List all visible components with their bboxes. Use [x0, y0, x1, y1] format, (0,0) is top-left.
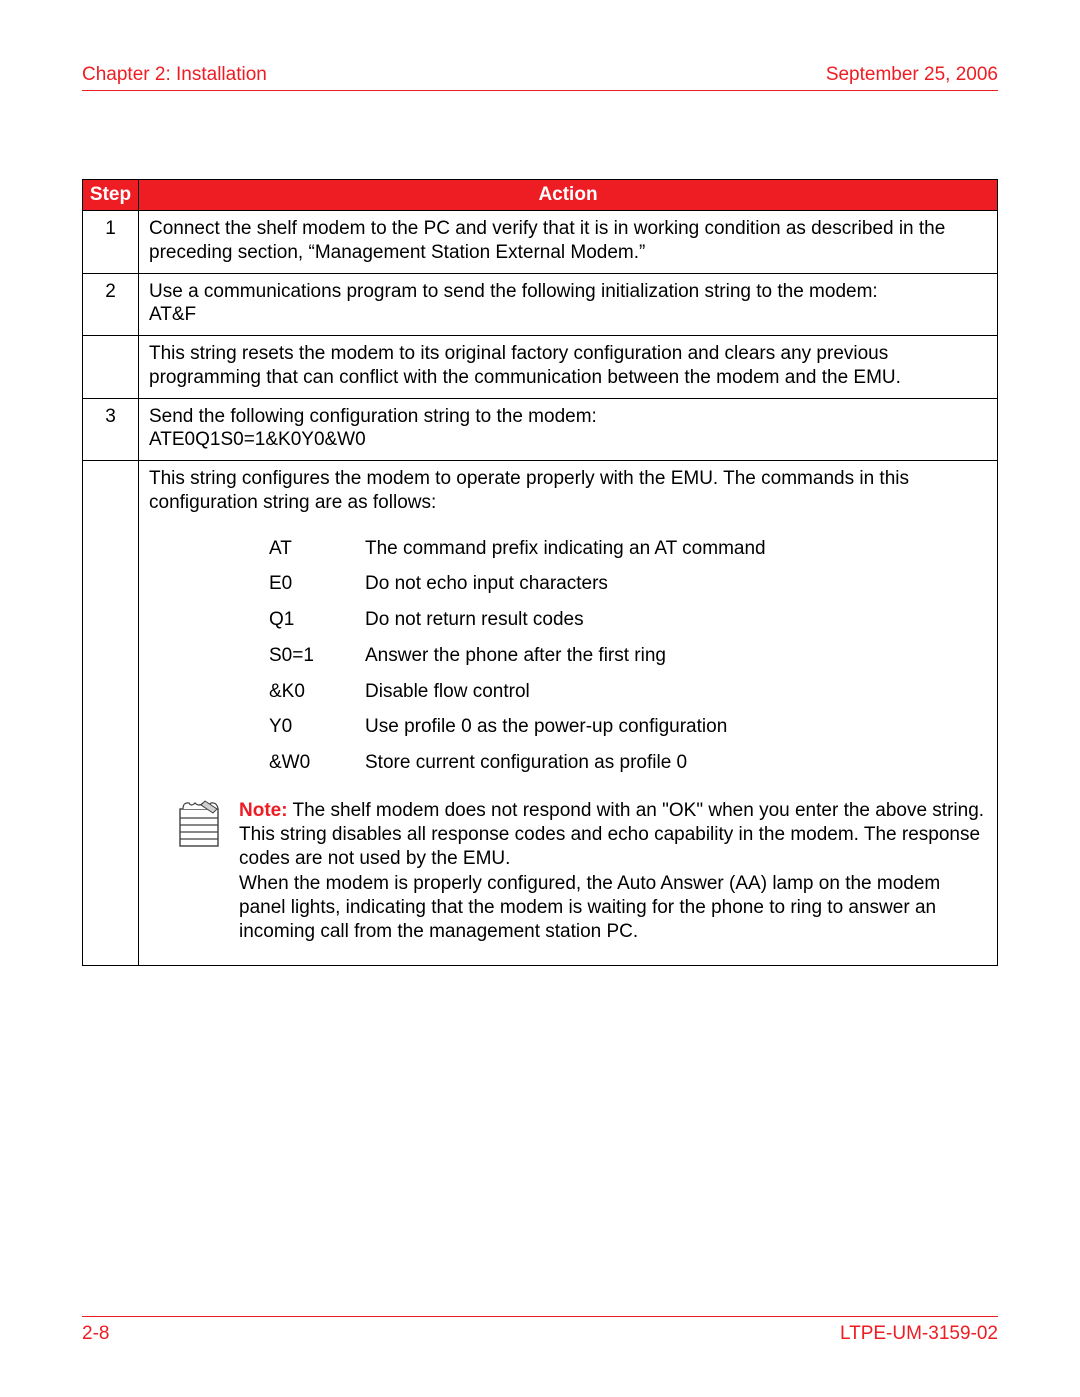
cmd-val: Use profile 0 as the power-up configurat… — [365, 715, 987, 739]
header-left: Chapter 2: Installation — [82, 64, 267, 86]
step-number: 3 — [83, 398, 139, 461]
page: Chapter 2: Installation September 25, 20… — [0, 0, 1080, 1397]
note-p2: When the modem is properly configured, t… — [239, 873, 940, 943]
footer-left: 2-8 — [82, 1323, 109, 1345]
cmd-key: &W0 — [269, 751, 365, 775]
action-text: Use a communications program to send the… — [149, 281, 878, 302]
table-row: This string configures the modem to oper… — [83, 461, 998, 966]
note-text: Note: The shelf modem does not respond w… — [239, 799, 987, 945]
step-number: 2 — [83, 273, 139, 336]
table-row: 2 Use a communications program to send t… — [83, 273, 998, 336]
cmd-val: Do not return result codes — [365, 608, 987, 632]
note-block: Note: The shelf modem does not respond w… — [177, 799, 987, 945]
table-row: 3 Send the following configuration strin… — [83, 398, 998, 461]
cmd-val: Store current configuration as profile 0 — [365, 751, 987, 775]
table-row: 1 Connect the shelf modem to the PC and … — [83, 211, 998, 274]
table-row: This string resets the modem to its orig… — [83, 336, 998, 399]
cmd-val: The command prefix indicating an AT comm… — [365, 537, 987, 561]
cmd-key: S0=1 — [269, 644, 365, 668]
cmd-key: Q1 — [269, 608, 365, 632]
col-step: Step — [83, 180, 139, 211]
command-definition-list: AT The command prefix indicating an AT c… — [269, 537, 987, 775]
step-number-cont — [83, 461, 139, 966]
cmd-key: &K0 — [269, 680, 365, 704]
step-number: 1 — [83, 211, 139, 274]
action-cell: Connect the shelf modem to the PC and ve… — [139, 211, 998, 274]
action-intro: This string configures the modem to oper… — [149, 467, 987, 515]
cmd-key: AT — [269, 537, 365, 561]
action-cell: Use a communications program to send the… — [139, 273, 998, 336]
action-text: Send the following configuration string … — [149, 406, 597, 427]
action-cell: This string configures the modem to oper… — [139, 461, 998, 966]
note-p1: The shelf modem does not respond with an… — [239, 800, 984, 870]
note-label: Note: — [239, 800, 288, 821]
action-code: ATE0Q1S0=1&K0Y0&W0 — [149, 429, 366, 450]
cmd-val: Disable flow control — [365, 680, 987, 704]
action-cell: This string resets the modem to its orig… — [139, 336, 998, 399]
cmd-key: E0 — [269, 572, 365, 596]
cmd-val: Do not echo input characters — [365, 572, 987, 596]
page-footer: 2-8 LTPE-UM-3159-02 — [82, 1316, 998, 1345]
cmd-val: Answer the phone after the first ring — [365, 644, 987, 668]
table-header-row: Step Action — [83, 180, 998, 211]
action-cell: Send the following configuration string … — [139, 398, 998, 461]
cmd-key: Y0 — [269, 715, 365, 739]
header-right: September 25, 2006 — [826, 64, 998, 86]
steps-table-wrap: Step Action 1 Connect the shelf modem to… — [82, 179, 998, 966]
action-code: AT&F — [149, 304, 196, 325]
col-action: Action — [139, 180, 998, 211]
page-header: Chapter 2: Installation September 25, 20… — [82, 64, 998, 91]
step-number-cont — [83, 336, 139, 399]
steps-table: Step Action 1 Connect the shelf modem to… — [82, 179, 998, 966]
notepad-icon — [177, 799, 221, 945]
footer-right: LTPE-UM-3159-02 — [840, 1323, 998, 1345]
